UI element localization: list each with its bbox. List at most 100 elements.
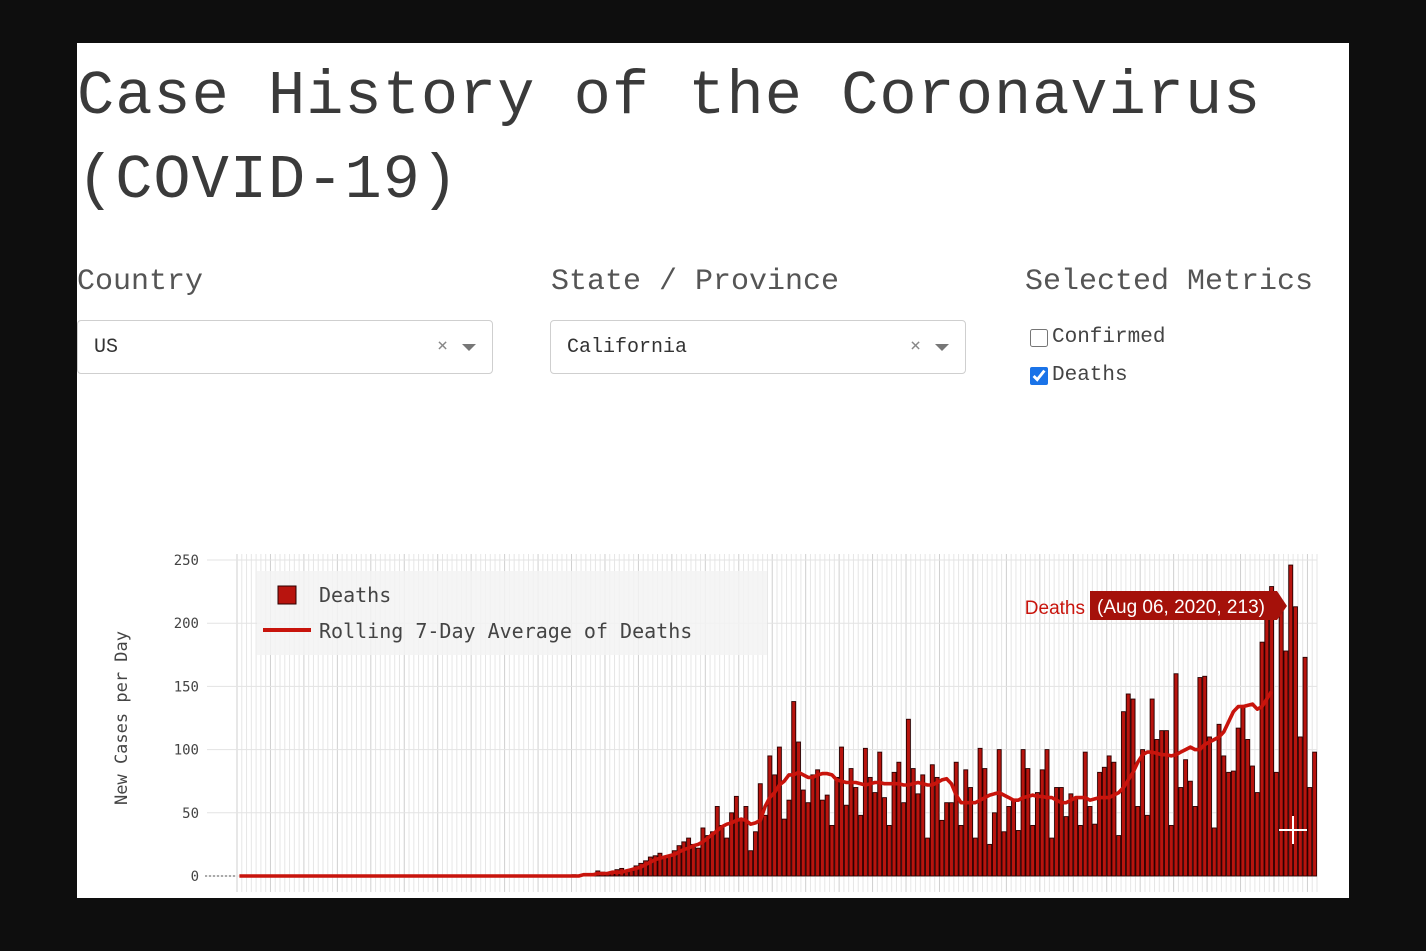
tooltip-box (1090, 591, 1287, 620)
bar (1039, 769, 1045, 877)
bar (657, 852, 663, 877)
country-chevron-down-icon[interactable] (462, 344, 476, 351)
bar (1216, 723, 1222, 877)
bar (1015, 830, 1021, 877)
bar (1058, 787, 1064, 877)
bar (1011, 799, 1016, 877)
bar (729, 812, 735, 877)
metric-confirmed[interactable]: Confirmed (1030, 326, 1165, 349)
bar (805, 802, 811, 877)
bar (1254, 792, 1260, 877)
bar (662, 856, 668, 877)
bar (944, 802, 950, 877)
state-clear-icon[interactable]: × (910, 335, 921, 356)
bar (791, 701, 797, 877)
bar (877, 751, 883, 877)
bar (1073, 797, 1079, 877)
bar (872, 792, 878, 877)
confirmed-checkbox[interactable] (1030, 328, 1048, 347)
bar (834, 776, 840, 877)
bar (738, 818, 744, 877)
tooltip-series-name: Deaths (1025, 598, 1085, 619)
bar (1250, 765, 1255, 877)
y-tick-label: 0 (191, 869, 199, 885)
state-chevron-down-icon[interactable] (935, 344, 949, 351)
bar (700, 827, 706, 877)
bar (1116, 835, 1122, 877)
bar (647, 856, 653, 877)
bar (948, 802, 954, 877)
bar (934, 776, 940, 877)
bar (1121, 711, 1126, 877)
bar (710, 831, 715, 877)
bar (633, 865, 639, 877)
bar (839, 746, 844, 877)
bar (772, 774, 778, 877)
deaths-checkbox[interactable] (1030, 366, 1048, 385)
app-panel: Case History of the Coronavirus (COVID-1… (77, 43, 1349, 898)
bar (848, 768, 854, 877)
bar (1082, 751, 1088, 877)
bar (733, 795, 739, 877)
bar (695, 847, 701, 877)
bar (1054, 787, 1059, 877)
bar (748, 850, 754, 877)
state-select[interactable]: California × (550, 320, 966, 374)
bar (982, 768, 988, 877)
bar (1173, 673, 1179, 877)
bar (853, 787, 859, 877)
bar (963, 769, 969, 877)
bar (1221, 755, 1227, 877)
bar (829, 824, 835, 877)
confirmed-checkbox-label: Confirmed (1052, 326, 1166, 349)
bar (1020, 749, 1026, 877)
tooltip-value: (Aug 06, 2020, 213) (1097, 597, 1265, 618)
bar (719, 824, 725, 877)
bar (1183, 759, 1189, 877)
metric-deaths[interactable]: Deaths (1030, 364, 1128, 387)
legend-label-deaths: Deaths (319, 583, 391, 607)
bar (1293, 606, 1298, 877)
bar (996, 749, 1002, 877)
legend-label-rolling-average: Rolling 7-Day Average of Deaths (319, 619, 692, 643)
bar (652, 855, 658, 877)
legend-box (257, 571, 767, 655)
deaths-chart[interactable]: 0 50 100 150 200 250 New Cases per Day Deaths Ro… (77, 493, 1349, 898)
bar (891, 771, 897, 877)
bar (1288, 564, 1294, 877)
bar (905, 718, 911, 877)
y-axis-label: New Cases per Day (112, 631, 132, 805)
bar (686, 837, 692, 877)
legend: Deaths Rolling 7-Day Average of Deaths (257, 571, 767, 655)
country-clear-icon[interactable]: × (437, 335, 448, 356)
bar (705, 835, 711, 877)
bar (1240, 704, 1246, 877)
bar (1106, 755, 1112, 877)
bar (1230, 770, 1236, 877)
bar (886, 824, 892, 877)
bar (638, 862, 644, 877)
bar (896, 761, 902, 877)
bar (1226, 771, 1232, 877)
bar (753, 831, 758, 877)
bar (1187, 780, 1193, 877)
bar (958, 824, 964, 877)
bar (796, 741, 801, 877)
metrics-label: Selected Metrics (1025, 265, 1314, 299)
bar (1269, 586, 1275, 877)
bar (671, 850, 677, 877)
bar (676, 845, 682, 877)
bar (1207, 736, 1212, 877)
bar (1278, 607, 1284, 877)
bar (1259, 641, 1265, 877)
country-select[interactable]: US × (77, 320, 493, 374)
bar (915, 793, 921, 877)
bar (1235, 727, 1241, 877)
bar (1068, 793, 1074, 877)
bar (1273, 771, 1279, 877)
bar (757, 783, 763, 877)
bar (1302, 656, 1308, 877)
bar (858, 814, 864, 877)
bar (743, 806, 749, 877)
bar (1312, 751, 1318, 877)
